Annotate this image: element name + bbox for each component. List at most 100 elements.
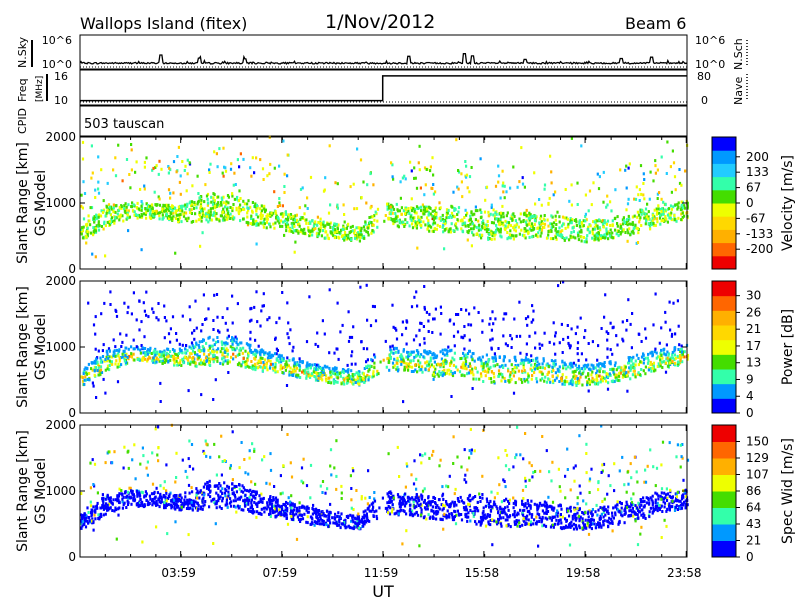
power-cell <box>499 372 502 376</box>
power-cell <box>90 361 93 365</box>
power-cell <box>510 337 513 341</box>
power-cell <box>120 363 123 367</box>
power-cell <box>586 383 589 387</box>
power-cell <box>271 362 274 366</box>
power-cell <box>433 353 436 357</box>
power-cell <box>213 350 216 354</box>
power-ytick-label: 0 <box>68 406 76 420</box>
power-cell <box>686 353 690 357</box>
power-cell <box>200 349 203 353</box>
velocity-cell <box>185 189 188 193</box>
velocity-cell <box>357 226 360 230</box>
velocity-cell <box>415 186 419 190</box>
power-cell <box>144 357 147 361</box>
power-cell <box>278 316 281 320</box>
velocity-cell <box>602 234 605 238</box>
power-cell <box>402 358 405 362</box>
power-cell <box>607 332 610 335</box>
spectral_width-cell <box>641 500 644 504</box>
power-cell <box>386 357 389 361</box>
power-cell <box>471 370 474 374</box>
power-cell <box>530 363 533 367</box>
power-cell <box>418 328 421 332</box>
power-cell <box>597 344 600 348</box>
velocity-cell <box>599 228 602 232</box>
velocity-cell <box>376 225 379 229</box>
power-cell <box>250 360 253 363</box>
velocity-cell <box>112 206 115 210</box>
velocity-cell <box>427 213 430 217</box>
velocity-cell <box>105 211 108 215</box>
velocity-cell <box>230 162 233 166</box>
velocity-cell <box>482 219 485 223</box>
power-cell <box>671 356 675 360</box>
velocity-cell <box>327 236 330 240</box>
power-cell <box>389 345 392 349</box>
power-cell <box>116 348 119 352</box>
velocity-cell <box>447 229 450 233</box>
velocity-cell <box>323 226 326 230</box>
velocity-cell <box>613 217 616 221</box>
power-cell <box>627 356 630 360</box>
power-cell <box>155 316 158 320</box>
power-cell <box>371 359 374 363</box>
spectral_width-cell <box>512 501 515 505</box>
velocity-cell <box>411 226 415 230</box>
power-cell <box>160 359 163 363</box>
velocity-cell <box>468 190 471 194</box>
power-cell <box>599 378 603 382</box>
power-cell <box>176 353 179 357</box>
power-cell <box>159 350 162 354</box>
velocity-cell <box>239 209 242 213</box>
velocity-cell <box>549 222 552 226</box>
power-cell <box>235 341 238 344</box>
power-cell <box>135 345 138 349</box>
velocity-cell <box>470 227 473 231</box>
power-cell <box>84 378 87 382</box>
power-cell <box>530 377 533 381</box>
velocity-cell <box>576 203 579 206</box>
power-cell <box>601 379 604 383</box>
power-cell <box>194 299 197 303</box>
power-cell <box>241 360 245 364</box>
power-cell <box>553 342 556 346</box>
velocity-cell <box>204 183 207 187</box>
velocity-cell <box>625 186 628 190</box>
velocity-cell <box>418 218 421 222</box>
velocity-cell <box>417 215 420 219</box>
velocity-cell <box>328 222 331 226</box>
power-cell <box>314 368 317 372</box>
spectral_width-cell <box>638 505 641 509</box>
power-cell <box>410 370 413 373</box>
spectral_width-cell <box>524 523 527 526</box>
power-cell <box>649 360 652 364</box>
power-cell <box>471 387 474 390</box>
velocity-cell <box>395 215 398 219</box>
power-cell <box>626 389 629 393</box>
velocity-colorbar <box>712 137 736 270</box>
power-cell <box>339 330 342 334</box>
power-cell <box>624 375 627 378</box>
velocity-cell <box>187 216 190 220</box>
velocity-cell <box>477 219 480 223</box>
velocity-cell <box>603 236 607 240</box>
velocity-cell <box>631 221 634 225</box>
power-cell <box>161 350 164 354</box>
power-cell <box>437 374 440 378</box>
velocity-cell <box>432 215 435 219</box>
velocity-cell <box>451 205 454 209</box>
velocity-cell <box>588 189 592 193</box>
velocity-cell <box>623 221 626 225</box>
power-cell <box>587 367 591 371</box>
velocity-cell <box>146 209 149 213</box>
power-cell <box>220 347 223 351</box>
velocity-cell <box>94 229 98 233</box>
velocity-cell <box>197 199 200 203</box>
velocity-cell <box>384 214 387 217</box>
power-cell <box>256 361 259 365</box>
velocity-cell <box>575 220 578 224</box>
power-cell <box>599 362 602 366</box>
power-cell <box>612 367 615 371</box>
power-cell <box>263 362 266 366</box>
power-cell <box>575 380 578 384</box>
